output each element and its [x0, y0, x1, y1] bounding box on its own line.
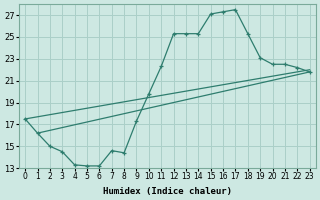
X-axis label: Humidex (Indice chaleur): Humidex (Indice chaleur) — [103, 187, 232, 196]
